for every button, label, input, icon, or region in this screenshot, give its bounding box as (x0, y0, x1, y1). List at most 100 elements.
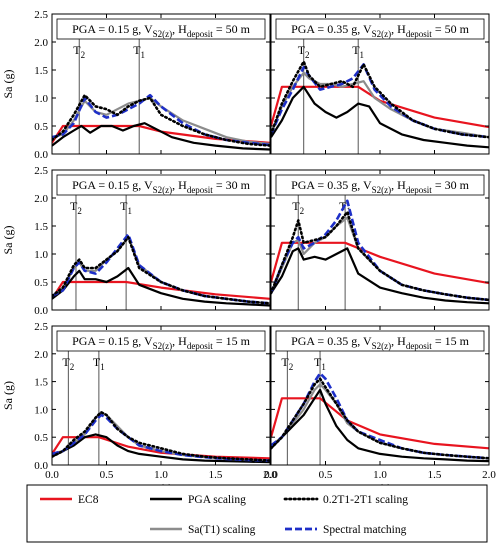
panel-title-part: , H (391, 22, 406, 36)
panel-title-part: , H (172, 22, 187, 36)
panel-title-part: = 50 m (213, 22, 251, 36)
y-tick-label: 0.5 (34, 121, 48, 133)
t2-label: T2 (292, 199, 304, 216)
series-line-pga-scaling (52, 266, 270, 307)
panel-title-part: = 30 m (213, 178, 251, 192)
panel-title-part: PGA = 0.35 g, V (291, 334, 372, 348)
t2-label-base: T (281, 355, 289, 369)
series-line-0-2t1-2t1-scaling (52, 410, 270, 462)
panel-title-subscript: S2(z) (372, 341, 392, 351)
panel-title-subscript: S2(z) (153, 341, 173, 351)
y-tick-label: 0.0 (34, 149, 48, 161)
t2-label-sub: 2 (70, 362, 75, 372)
panel-title-subscript: deposit (187, 185, 213, 195)
panel-title-part: PGA = 0.35 g, V (291, 178, 372, 192)
y-tick-label: 0.5 (34, 277, 48, 289)
x-tick-label: 2.0 (263, 469, 277, 481)
t1-label-base: T (133, 43, 141, 57)
panel-title-subscript: deposit (406, 185, 432, 195)
panel-title-box (56, 18, 266, 40)
t1-label-sub: 1 (360, 50, 365, 60)
panel-1: T2 T10.00.51.01.52.02.5Sa (g)PGA = 0.15 g… (1, 9, 271, 161)
panel-title-subscript: S2(z) (153, 185, 173, 195)
panel-title-part: , H (391, 178, 406, 192)
x-tick-label: 1.0 (154, 469, 168, 481)
x-tick-label: 0.0 (45, 469, 59, 481)
t1-label-sub: 1 (321, 362, 326, 372)
t2-label-base: T (292, 199, 300, 213)
t2-label-base: T (70, 199, 78, 213)
t2-label: T2 (62, 355, 74, 372)
legend-label-0-2t1-2t1-scaling: 0.2T1-2T1 scaling (323, 494, 408, 506)
legend-label-pga-scaling: PGA scaling (188, 494, 246, 506)
y-tick-label: 2.0 (34, 349, 48, 361)
t2-label-sub: 2 (77, 206, 82, 216)
y-axis-title: Sa (g) (1, 226, 15, 255)
panel-title-subscript: S2(z) (372, 185, 392, 195)
panel-title: PGA = 0.15 g, VS2(z), Hdeposit = 30 m (72, 178, 251, 195)
panel-title-part: = 15 m (213, 334, 251, 348)
t2-label-sub: 2 (289, 362, 294, 372)
series-line-pga-scaling (271, 247, 489, 305)
panel-title-subscript: deposit (406, 29, 432, 39)
panel-title: PGA = 0.15 g, VS2(z), Hdeposit = 50 m (72, 22, 251, 39)
series-line-0-2t1-2t1-scaling (271, 377, 489, 460)
panel-title-subscript: deposit (406, 341, 432, 351)
panel-title-part: PGA = 0.15 g, V (72, 178, 153, 192)
panel-title: PGA = 0.35 g, VS2(z), Hdeposit = 30 m (291, 178, 470, 195)
t1-label-base: T (314, 355, 322, 369)
series-line-pga-scaling (52, 433, 270, 464)
t1-label-base: T (120, 199, 128, 213)
legend-label-ec8: EC8 (78, 494, 99, 506)
series-line-spectral-matching (52, 233, 270, 305)
panel-title-part: , H (391, 334, 406, 348)
y-tick-label: 1.0 (34, 404, 48, 416)
t2-label: T2 (298, 43, 310, 60)
t1-label: T1 (352, 43, 364, 60)
t2-label: T2 (73, 43, 85, 60)
legend-label-sa-t1-scaling: Sa(T1) scaling (188, 524, 256, 536)
series-line-pga-scaling (52, 122, 270, 151)
y-tick-label: 1.5 (34, 377, 48, 389)
series-line-ec8 (271, 397, 489, 450)
panels: T2 T10.00.51.01.52.02.5Sa (g)PGA = 0.15 g… (1, 9, 496, 495)
panel-title-part: , H (172, 178, 187, 192)
t1-label: T1 (314, 355, 326, 372)
legend-box (26, 484, 488, 543)
t2-label: T2 (70, 199, 82, 216)
series-line-0-2t1-2t1-scaling (52, 235, 270, 305)
y-tick-label: 0.0 (34, 305, 48, 317)
panel-3: T2 T10.00.51.01.52.02.5Sa (g)PGA = 0.15 g… (1, 165, 271, 317)
series-line-0-2t1-2t1-scaling (52, 93, 270, 147)
series-line-ec8 (52, 124, 270, 144)
panel-title-box (275, 330, 485, 352)
series-line-pga-scaling (271, 388, 489, 463)
t1-label-base: T (352, 43, 360, 57)
legend: EC8 PGA scaling 0.2T1-2T1 scaling Sa(T1) sc… (26, 484, 488, 543)
x-tick-label: 0.5 (319, 469, 333, 481)
y-tick-label: 2.5 (34, 321, 48, 333)
x-tick-label: 1.5 (428, 469, 442, 481)
panel-title-box (275, 174, 485, 196)
panel-title-part: = 30 m (432, 178, 470, 192)
y-tick-label: 0.0 (34, 460, 48, 472)
t1-label-base: T (93, 355, 101, 369)
panel-title-part: PGA = 0.15 g, V (72, 22, 153, 36)
t2-label-sub: 2 (300, 206, 305, 216)
y-axis-title: Sa (g) (1, 381, 15, 410)
y-tick-label: 1.0 (34, 93, 48, 105)
panel-title-box (56, 330, 266, 352)
panel-title-subscript: S2(z) (153, 29, 173, 39)
series-line-0-2t1-2t1-scaling (271, 210, 489, 302)
panel-title-part: = 15 m (432, 334, 470, 348)
panel-title: PGA = 0.15 g, VS2(z), Hdeposit = 15 m (72, 334, 251, 351)
t1-label-sub: 1 (127, 206, 131, 216)
y-tick-label: 2.0 (34, 193, 48, 205)
t1-label: T1 (120, 199, 132, 216)
y-tick-label: 0.5 (34, 432, 48, 444)
series-line-ec8 (52, 280, 270, 300)
t1-label: T1 (93, 355, 105, 372)
